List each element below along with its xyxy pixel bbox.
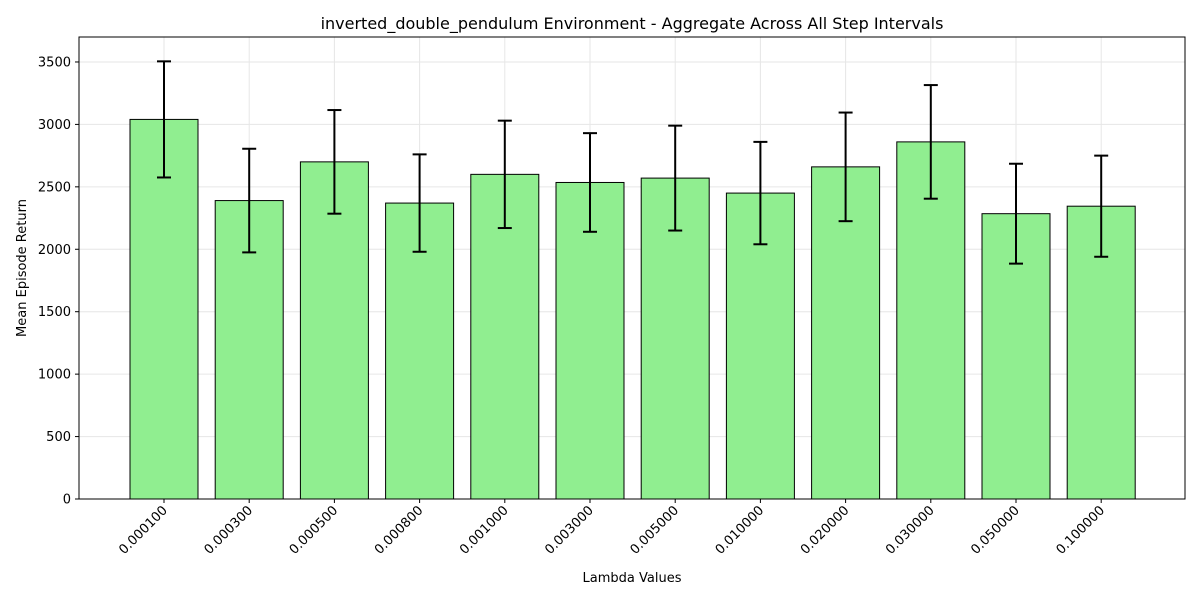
chart-title: inverted_double_pendulum Environment - A… bbox=[321, 14, 944, 34]
y-axis-ticks: 0 500 1000 1500 2000 2500 3000 3500 bbox=[38, 55, 79, 508]
y-tick-label: 1500 bbox=[38, 305, 71, 320]
y-tick-label: 0 bbox=[63, 493, 71, 508]
x-tick-label: 0.001000 bbox=[457, 503, 511, 557]
x-axis-ticks: 0.000100 0.000300 0.000500 0.000800 0.001000… bbox=[116, 499, 1108, 558]
bar-0.003000 bbox=[555, 181, 625, 500]
x-tick-label: 0.000300 bbox=[202, 503, 256, 557]
x-tick-label: 0.030000 bbox=[883, 503, 937, 557]
bar-0.030000 bbox=[896, 141, 966, 500]
x-tick-label: 0.005000 bbox=[628, 503, 682, 557]
y-tick-label: 3500 bbox=[38, 55, 71, 70]
y-tick-label: 1000 bbox=[38, 368, 71, 383]
y-tick-label: 2500 bbox=[38, 180, 71, 195]
y-tick-label: 3000 bbox=[38, 118, 71, 133]
y-axis-label: Mean Episode Return bbox=[15, 199, 30, 337]
bar-0.000800 bbox=[385, 202, 455, 500]
bars bbox=[129, 118, 1136, 500]
x-axis-label: Lambda Values bbox=[583, 571, 682, 586]
y-tick-label: 2000 bbox=[38, 243, 71, 258]
x-tick-label: 0.003000 bbox=[542, 503, 596, 557]
y-tick-label: 500 bbox=[46, 430, 71, 445]
error-bars bbox=[157, 60, 1109, 265]
bar-0.005000 bbox=[640, 177, 710, 500]
bar-0.020000 bbox=[811, 166, 881, 500]
x-tick-label: 0.000800 bbox=[372, 503, 426, 557]
x-tick-label: 0.010000 bbox=[713, 503, 767, 557]
plot-frame bbox=[78, 36, 1186, 500]
x-tick-label: 0.000100 bbox=[116, 503, 170, 557]
bar-0.000100 bbox=[129, 118, 199, 500]
x-tick-label: 0.050000 bbox=[968, 503, 1022, 557]
bar-0.000500 bbox=[299, 161, 369, 500]
x-tick-label: 0.020000 bbox=[798, 503, 852, 557]
x-tick-label: 0.000500 bbox=[287, 503, 341, 557]
x-tick-label: 0.100000 bbox=[1054, 503, 1108, 557]
